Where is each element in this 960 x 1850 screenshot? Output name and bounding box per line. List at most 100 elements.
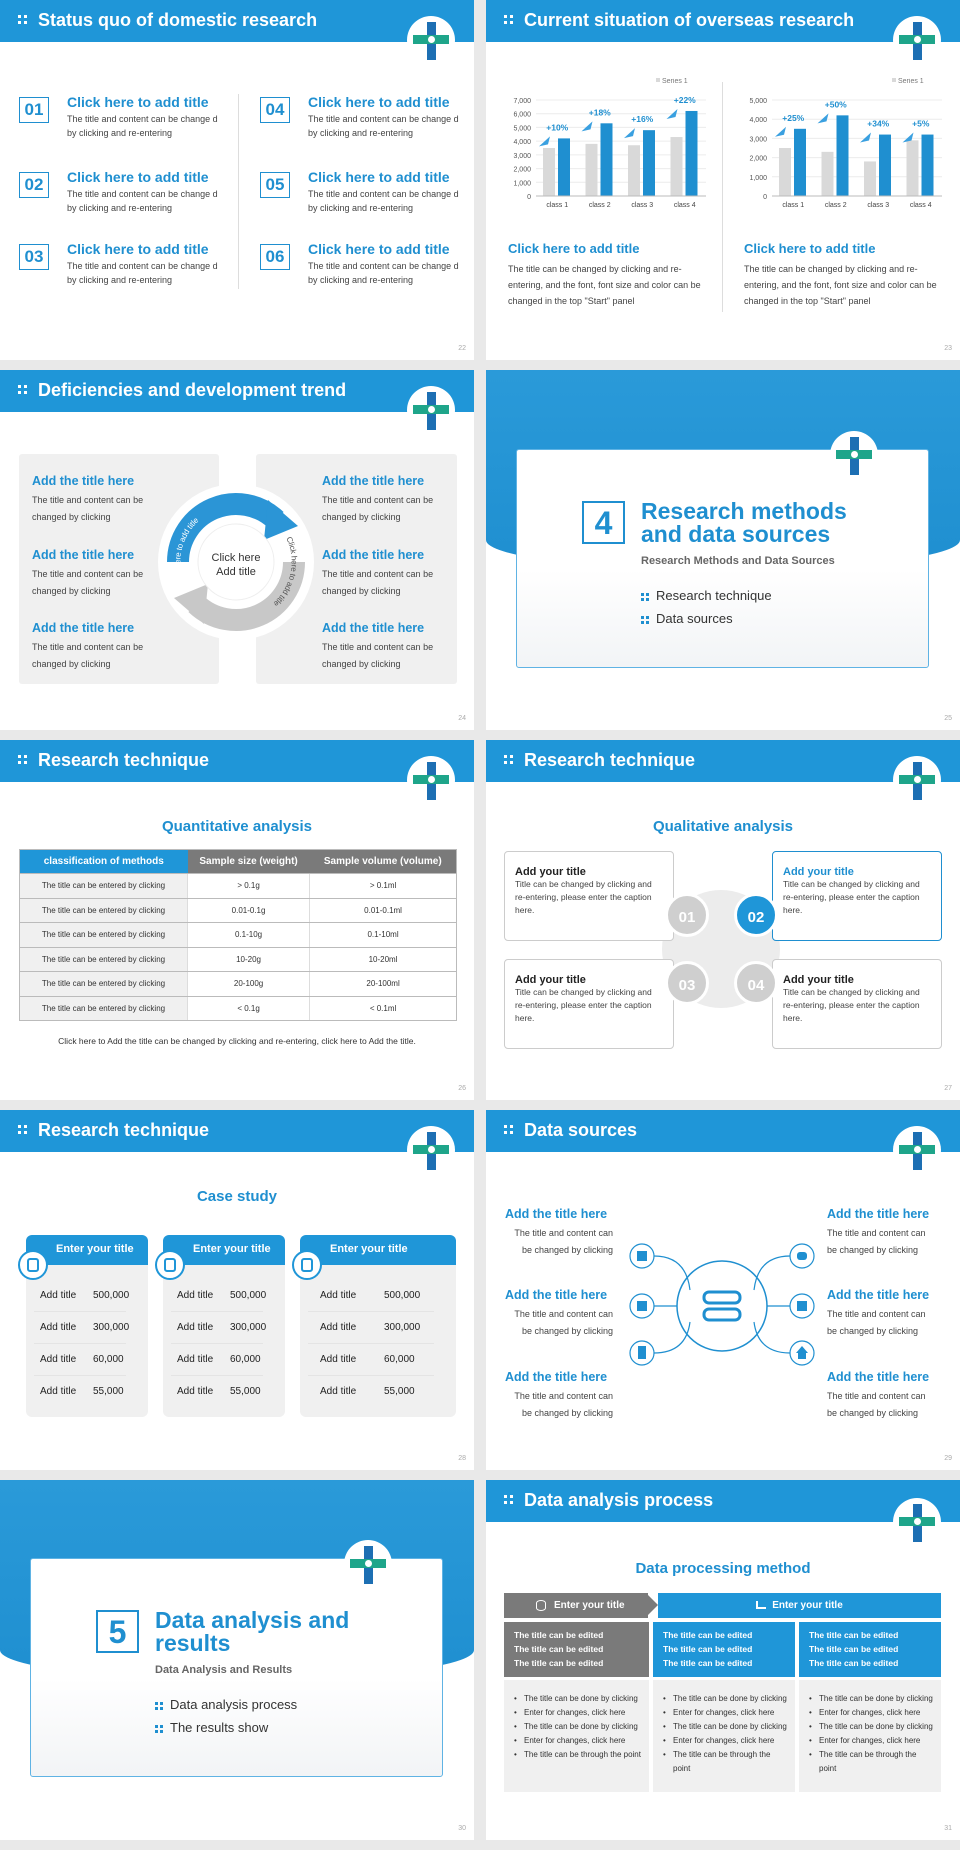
item-title: Click here to add title xyxy=(67,94,209,110)
item-text: The title and content can be changed by … xyxy=(827,1391,926,1418)
slide-28[interactable]: Research technique Case study Enter your… xyxy=(0,1110,474,1470)
bar xyxy=(543,148,555,196)
header-left-label: Enter your title xyxy=(554,1600,625,1611)
legend-swatch xyxy=(656,78,660,82)
table-cell: 0.01-0.1g xyxy=(186,898,310,923)
bar xyxy=(779,148,791,196)
bar-chart-icon xyxy=(756,1601,767,1609)
section-subtitle: Data Analysis and Results xyxy=(155,1664,293,1676)
column-bottom-item: The title can be done by clicking xyxy=(514,1720,643,1734)
slide-22[interactable]: Status quo of domestic research 01 Click … xyxy=(0,0,474,360)
item-number: 01 xyxy=(19,97,49,123)
x-tick-label: class 1 xyxy=(546,202,568,209)
slide-header: Status quo of domestic research xyxy=(0,0,474,42)
slide-title: Data sources xyxy=(524,1120,638,1140)
section-heading: Qualitative analysis xyxy=(652,818,794,835)
column-bottom-item: The title can be through the point xyxy=(663,1748,789,1776)
database-icon xyxy=(536,1600,546,1611)
column-bottom-item: Enter for changes, click here xyxy=(809,1706,935,1720)
header-right: Enter your title xyxy=(658,1593,941,1618)
table-cell: > 0.1ml xyxy=(309,873,457,899)
row-value: 60,000 xyxy=(93,1354,124,1365)
slide-30-section[interactable]: 5 Data analysis and results Data Analysi… xyxy=(0,1480,474,1840)
column-top: The title can be edited The title can be … xyxy=(799,1622,941,1677)
column-top-item: The title can be edited xyxy=(663,1644,753,1654)
cross-logo-icon xyxy=(407,16,455,64)
row-value: 300,000 xyxy=(230,1322,267,1333)
column-top-item: The title can be edited xyxy=(514,1630,604,1640)
slide-header: Research technique xyxy=(0,1110,474,1152)
caption-box[interactable]: Add your title Title can be changed by cl… xyxy=(504,959,674,1049)
item-text: The title and content can be changed by … xyxy=(514,1391,613,1418)
item-title: Click here to add title xyxy=(308,241,450,257)
table-cell: > 0.1g xyxy=(186,873,310,899)
chat-icon-glyph xyxy=(301,1258,313,1272)
divider xyxy=(238,94,239,289)
item-text: The title and content can be change d by… xyxy=(308,114,459,138)
arrow-icon xyxy=(860,132,871,143)
dots-icon xyxy=(504,1125,514,1135)
bar xyxy=(906,140,919,196)
table-cell: 0.1-10g xyxy=(186,922,310,948)
slide-27[interactable]: Research technique Qualitative analysis … xyxy=(486,740,960,1100)
section-item[interactable]: Data sources xyxy=(641,611,733,626)
slide-header: Data analysis process xyxy=(486,1480,960,1522)
y-tick-label: 6,000 xyxy=(513,112,531,119)
section-item[interactable]: Research technique xyxy=(641,588,772,603)
cross-logo-icon xyxy=(893,1498,941,1546)
row-divider xyxy=(171,1375,263,1376)
row-value: 55,000 xyxy=(384,1386,415,1397)
slide-29[interactable]: Data sources Add the title here The title… xyxy=(486,1110,960,1470)
page-number: 25 xyxy=(944,715,952,722)
table-cell: < 0.1g xyxy=(186,996,310,1021)
slide-header: Deficiencies and development trend xyxy=(0,370,474,412)
dots-icon xyxy=(504,1495,514,1505)
caption-box[interactable]: Add your title Title can be changed by cl… xyxy=(772,959,942,1049)
dots-icon xyxy=(18,15,28,25)
item-title: Add the title here xyxy=(505,1288,608,1302)
slide-title: Research technique xyxy=(524,750,696,770)
item-text: The title and content can be changed by … xyxy=(322,569,434,596)
slide-title: Status quo of domestic research xyxy=(38,10,318,30)
row-divider xyxy=(308,1375,434,1376)
header-left: Enter your title xyxy=(504,1593,648,1618)
slide-title: Deficiencies and development trend xyxy=(38,380,347,400)
section-item[interactable]: The results show xyxy=(155,1720,268,1735)
slide-26[interactable]: Research technique Quantitative analysis… xyxy=(0,740,474,1100)
table-cell: 0.1-10ml xyxy=(309,922,457,948)
column-bottom-item: Enter for changes, click here xyxy=(663,1706,789,1720)
bar xyxy=(879,134,891,196)
column-bottom-item: The title can be done by clicking xyxy=(663,1692,789,1706)
caption-box[interactable]: Add your title Title can be changed by cl… xyxy=(504,851,674,941)
item-text: The title and content can be changed by … xyxy=(32,569,144,596)
row-value: 500,000 xyxy=(384,1290,421,1301)
arrow-icon xyxy=(624,128,635,139)
slide-title: Research technique xyxy=(38,1120,210,1140)
section-title: Data analysis and results xyxy=(155,1607,350,1656)
item-title: Add the title here xyxy=(827,1370,930,1384)
slide-header: Research technique xyxy=(486,740,960,782)
table-cell: 20-100ml xyxy=(309,971,457,997)
growth-label: +50% xyxy=(825,99,847,109)
slide-24[interactable]: Deficiencies and development trend Click… xyxy=(0,370,474,730)
slide-23[interactable]: Current situation of overseas research 0… xyxy=(486,0,960,360)
caption-box[interactable]: Add your title Title can be changed by cl… xyxy=(772,851,942,941)
column-bottom: The title can be done by clickingEnter f… xyxy=(504,1680,649,1792)
column-bottom-item: Enter for changes, click here xyxy=(809,1734,935,1748)
slide-title: Data analysis process xyxy=(524,1490,714,1510)
slide-31[interactable]: Data analysis process Data processing me… xyxy=(486,1480,960,1840)
dots-icon xyxy=(18,1125,28,1135)
block-title: Click here to add title xyxy=(508,241,640,256)
section-heading: Quantitative analysis xyxy=(161,818,313,835)
slide-25-section[interactable]: 4 Research methods and data sources Rese… xyxy=(486,370,960,730)
item-text: The title and content can be changed by … xyxy=(32,495,144,522)
section-card xyxy=(30,1558,443,1777)
arrow-icon xyxy=(902,132,914,143)
page-number: 26 xyxy=(458,1085,466,1092)
block-title: Click here to add title xyxy=(744,241,876,256)
y-tick-label: 4,000 xyxy=(513,139,531,146)
bar xyxy=(836,115,849,196)
section-item[interactable]: Data analysis process xyxy=(155,1697,297,1712)
item-text: The title and content can be change d by… xyxy=(67,189,218,213)
row-label: Add title xyxy=(320,1386,357,1397)
